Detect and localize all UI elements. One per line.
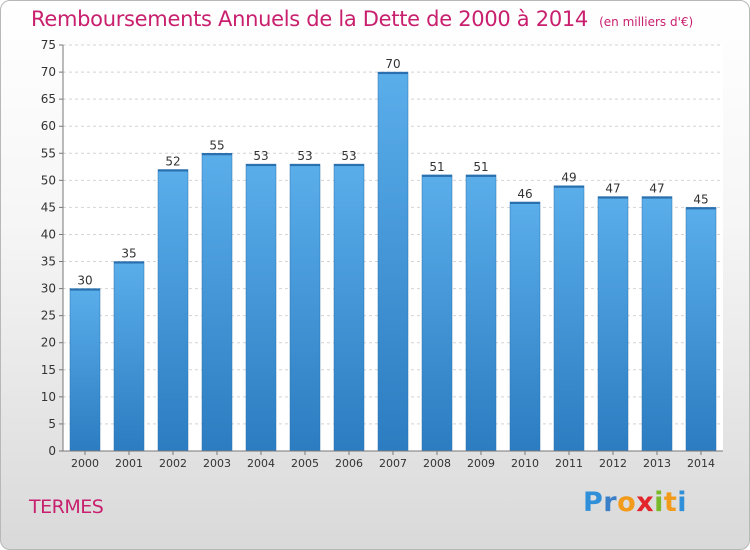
- logo-letter: x: [636, 487, 655, 518]
- y-tick-label: 70: [41, 65, 56, 79]
- chart-title-main: Remboursements Annuels de la Dette de 20…: [31, 7, 588, 31]
- bar-top-edge: [598, 196, 628, 199]
- data-label: 35: [121, 247, 136, 261]
- y-tick-label: 30: [41, 282, 56, 296]
- x-tick-label: 2006: [335, 457, 363, 470]
- bar: [289, 163, 321, 452]
- x-tick-label: 2014: [687, 457, 715, 470]
- logo-letter: i: [654, 487, 664, 518]
- data-label: 70: [385, 57, 400, 71]
- y-tick-label: 40: [41, 227, 56, 241]
- bar: [69, 288, 101, 452]
- bar: [553, 185, 585, 452]
- y-tick-label: 20: [41, 336, 56, 350]
- y-tick-label: 25: [41, 309, 56, 323]
- bar-top-edge: [290, 164, 320, 167]
- x-tick-label: 2005: [291, 457, 319, 470]
- bar: [201, 153, 233, 452]
- x-tick-label: 2011: [555, 457, 583, 470]
- x-tick-label: 2009: [467, 457, 495, 470]
- x-tick-label: 2010: [511, 457, 539, 470]
- bar-top-edge: [642, 196, 672, 199]
- x-tick-label: 2008: [423, 457, 451, 470]
- y-tick-label: 15: [41, 363, 56, 377]
- bar: [421, 174, 453, 452]
- data-label: 47: [649, 182, 664, 196]
- y-tick-label: 50: [41, 173, 56, 187]
- bar: [509, 201, 541, 452]
- logo-letter: r: [603, 487, 618, 518]
- x-axis-ticks: 2000 2001 2002 2003 2004 2005 2006 2007 2008 2009…: [71, 451, 715, 470]
- x-tick-label: 2000: [71, 457, 99, 470]
- bar: [685, 207, 717, 452]
- place-name: TERMES: [29, 496, 104, 518]
- bar-top-edge: [686, 207, 716, 210]
- data-label: 51: [473, 160, 488, 174]
- data-label: 55: [209, 138, 224, 152]
- bar-top-edge: [378, 72, 408, 75]
- bar-top-edge: [510, 201, 540, 204]
- y-axis-ticks: 0 5 10 15 20 25 30 35 40 45 50 55 60 65 70 75: [41, 38, 63, 458]
- data-label: 53: [297, 149, 312, 163]
- data-label: 52: [165, 155, 180, 169]
- data-label: 49: [561, 171, 576, 185]
- bars: 30 35 52 55 53 53 53 70 51 51 46 49 47 47 45: [69, 57, 717, 452]
- bar: [113, 261, 145, 452]
- y-tick-label: 5: [48, 417, 56, 431]
- bar-top-edge: [334, 164, 364, 167]
- data-label: 45: [693, 192, 708, 206]
- chart-title: Remboursements Annuels de la Dette de 20…: [31, 7, 693, 31]
- bar-top-edge: [202, 153, 232, 156]
- y-tick-label: 65: [41, 92, 56, 106]
- logo-letter: P: [583, 487, 604, 518]
- x-tick-label: 2001: [115, 457, 143, 470]
- x-tick-label: 2013: [643, 457, 671, 470]
- x-tick-label: 2002: [159, 457, 187, 470]
- x-tick-label: 2012: [599, 457, 627, 470]
- bar-top-edge: [70, 288, 100, 291]
- logo-letter: t: [663, 487, 678, 518]
- y-tick-label: 45: [41, 200, 56, 214]
- x-tick-label: 2007: [379, 457, 407, 470]
- bar: [157, 169, 189, 452]
- y-tick-label: 35: [41, 255, 56, 269]
- x-tick-label: 2003: [203, 457, 231, 470]
- bar: [597, 196, 629, 452]
- x-tick-label: 2004: [247, 457, 275, 470]
- y-tick-label: 55: [41, 146, 56, 160]
- bar-top-edge: [554, 185, 584, 188]
- bar: [245, 163, 277, 452]
- logo-letter: i: [677, 487, 688, 518]
- bar-top-edge: [422, 174, 452, 177]
- y-tick-label: 60: [41, 119, 56, 133]
- data-label: 53: [341, 149, 356, 163]
- data-label: 51: [429, 160, 444, 174]
- data-label: 47: [605, 182, 620, 196]
- y-tick-label: 10: [41, 390, 56, 404]
- data-label: 30: [77, 274, 92, 288]
- bar: [377, 71, 409, 452]
- proxiti-logo: Proxiti: [583, 487, 687, 518]
- bar-top-edge: [114, 261, 144, 264]
- bar-top-edge: [466, 174, 496, 177]
- logo-letter: o: [617, 487, 637, 518]
- y-tick-label: 75: [41, 38, 56, 52]
- bar: [641, 196, 673, 452]
- data-label: 46: [517, 187, 532, 201]
- chart-subtitle: (en milliers d'€): [599, 15, 694, 29]
- data-label: 53: [253, 149, 268, 163]
- bar-top-edge: [246, 164, 276, 167]
- bar: [465, 174, 497, 452]
- bar: [333, 163, 365, 452]
- y-tick-label: 0: [48, 444, 56, 458]
- bar-top-edge: [158, 169, 188, 172]
